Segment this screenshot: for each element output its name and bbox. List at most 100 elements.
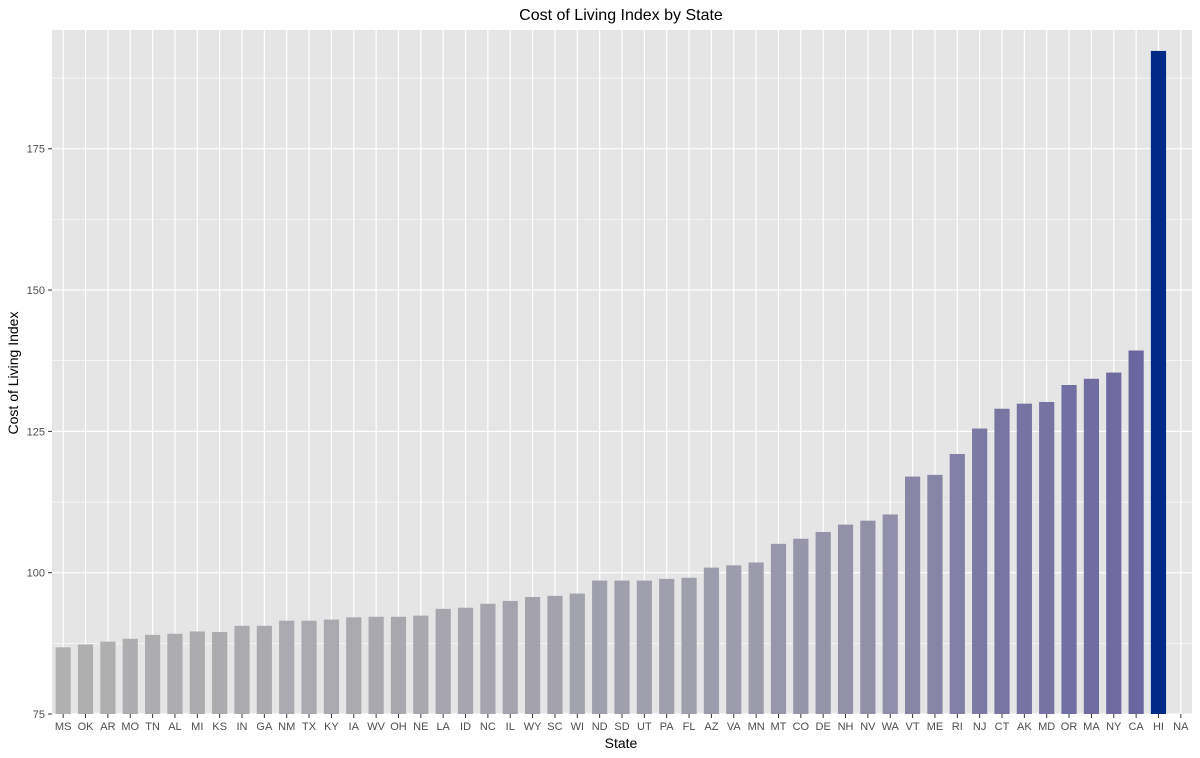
x-tick-label-ia: IA	[349, 721, 360, 733]
x-tick-label-ok: OK	[78, 721, 95, 733]
bar-az	[703, 567, 720, 714]
x-tick-label-nj: NJ	[973, 721, 986, 733]
bar-il	[502, 600, 518, 714]
x-tick-label-vt: VT	[906, 721, 920, 733]
x-tick-label-ak: AK	[1017, 721, 1032, 733]
x-tick-label-sc: SC	[547, 721, 562, 733]
bar-ga	[256, 625, 272, 714]
bar-al	[167, 633, 183, 714]
x-tick-label-oh: OH	[390, 721, 407, 733]
bar-ct	[994, 408, 1010, 714]
y-tick-label: 150	[27, 285, 45, 297]
bar-ms	[55, 647, 71, 714]
x-tick-label-fl: FL	[683, 721, 696, 733]
x-tick-label-ga: GA	[256, 721, 273, 733]
bar-id	[457, 607, 474, 714]
bar-ny	[1106, 372, 1122, 714]
bar-tn	[144, 634, 161, 714]
x-tick-label-md: MD	[1038, 721, 1055, 733]
x-tick-label-il: IL	[506, 721, 515, 733]
x-tick-label-ut: UT	[637, 721, 652, 733]
x-tick-label-mi: MI	[191, 721, 203, 733]
bar-ut	[636, 580, 652, 714]
bar-hi	[1150, 50, 1167, 714]
x-tick-label-ne: NE	[413, 721, 428, 733]
x-tick-label-nc: NC	[480, 721, 496, 733]
chart-title: Cost of Living Index by State	[519, 7, 723, 24]
bar-in	[234, 625, 250, 714]
x-tick-label-nm: NM	[278, 721, 295, 733]
x-tick-label-mo: MO	[121, 721, 139, 733]
bar-wv	[368, 616, 384, 714]
bar-tx	[301, 620, 317, 714]
bar-me	[927, 474, 943, 714]
bar-pa	[659, 578, 675, 714]
x-axis: MS OK AR MO TN AL MI KS IN GA NM TX KY IA WV OH NE LA ID NC…	[55, 714, 1189, 733]
x-tick-label-va: VA	[727, 721, 742, 733]
x-tick-label-ms: MS	[55, 721, 72, 733]
x-tick-label-tn: TN	[145, 721, 160, 733]
x-tick-label-nv: NV	[860, 721, 876, 733]
bar-mt	[770, 543, 787, 714]
x-tick-label-az: AZ	[704, 721, 718, 733]
x-tick-label-pa: PA	[660, 721, 675, 733]
bar-ok	[77, 644, 94, 714]
x-axis-title: State	[605, 735, 638, 751]
x-tick-label-or: OR	[1061, 721, 1078, 733]
y-tick-label: 175	[27, 144, 45, 156]
x-tick-label-wi: WI	[571, 721, 584, 733]
y-axis-title: Cost of Living Index	[5, 312, 21, 435]
bar-ia	[346, 617, 362, 714]
x-tick-label-hi: HI	[1153, 721, 1164, 733]
bar-nh	[837, 524, 854, 714]
x-tick-label-mn: MN	[748, 721, 765, 733]
y-axis: 75 100 125 150 175	[27, 144, 52, 721]
bar-ri	[949, 453, 965, 714]
bar-nv	[860, 520, 876, 714]
x-tick-label-id: ID	[460, 721, 471, 733]
x-tick-label-wa: WA	[882, 721, 900, 733]
x-tick-label-ks: KS	[212, 721, 227, 733]
bar-ar	[100, 641, 116, 714]
x-tick-label-ca: CA	[1128, 721, 1144, 733]
bar-wi	[569, 593, 585, 714]
bar-va	[726, 565, 742, 714]
bar-md	[1039, 401, 1055, 714]
bar-co	[793, 538, 809, 714]
bar-ky	[323, 619, 340, 714]
bar-mn	[748, 562, 764, 714]
x-tick-label-ct: CT	[995, 721, 1010, 733]
bar-mo	[122, 638, 138, 714]
bar-wy	[524, 596, 541, 714]
bar-oh	[390, 616, 407, 714]
y-tick-label: 75	[33, 709, 45, 721]
bar-ma	[1083, 378, 1100, 714]
bar-sc	[547, 595, 563, 714]
x-tick-label-tx: TX	[302, 721, 317, 733]
bar-ak	[1016, 403, 1032, 714]
y-tick-label: 125	[27, 426, 45, 438]
x-tick-label-ny: NY	[1106, 721, 1122, 733]
bar-nc	[480, 603, 496, 714]
x-tick-label-ri: RI	[952, 721, 963, 733]
bar-la	[435, 608, 451, 714]
x-tick-label-ky: KY	[324, 721, 339, 733]
x-tick-label-al: AL	[168, 721, 181, 733]
x-tick-label-me: ME	[927, 721, 944, 733]
bar-nd	[592, 580, 608, 714]
x-tick-label-de: DE	[816, 721, 831, 733]
x-tick-label-wv: WV	[367, 721, 385, 733]
bar-ks	[212, 632, 228, 714]
x-tick-label-na: NA	[1173, 721, 1189, 733]
x-tick-label-mt: MT	[771, 721, 787, 733]
bar-wa	[882, 514, 898, 714]
x-tick-label-ar: AR	[100, 721, 115, 733]
x-tick-label-wy: WY	[524, 721, 542, 733]
bar-ne	[413, 615, 429, 714]
bar-mi	[189, 631, 205, 714]
bar-fl	[681, 577, 697, 714]
x-tick-label-ma: MA	[1083, 721, 1100, 733]
bar-ca	[1128, 350, 1144, 714]
bar-vt	[904, 476, 921, 714]
